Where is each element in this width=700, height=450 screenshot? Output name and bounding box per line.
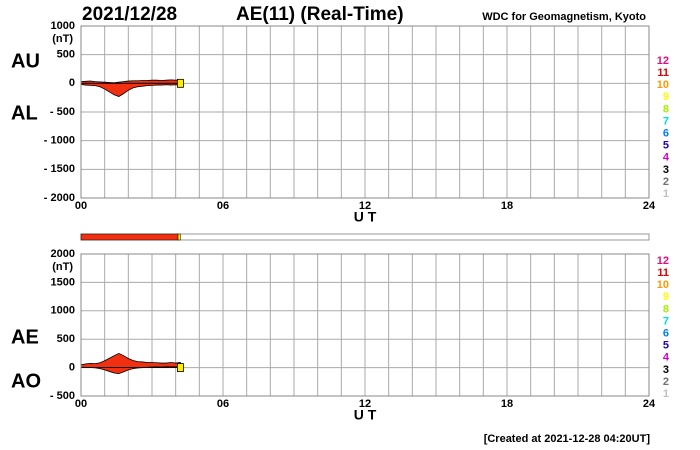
plot-frame [80,25,650,199]
series-label: AE [11,326,39,348]
scale-label: 1 [663,188,669,200]
x-tick-label: 24 [643,398,656,410]
y-tick-label: - 1500 [44,163,75,175]
y-tick-label: - 2000 [44,192,75,204]
scale-label: 8 [663,303,669,315]
x-tick-label: 12 [359,200,371,212]
scale-label: 3 [663,364,669,376]
scale-label: 4 [663,152,670,164]
scale-label: 9 [663,91,669,103]
scale-label: 12 [657,255,669,267]
latest-marker [176,78,184,88]
y-tick-label: 500 [57,49,75,61]
coverage-segment [177,233,181,241]
scale-label: 2 [663,176,669,188]
x-tick-label: 00 [75,200,87,212]
latest-marker [176,363,184,373]
x-tick-label: 00 [75,398,87,410]
y-tick-label: 500 [57,333,75,345]
y-tick-label: 1000 [51,305,75,317]
scale-label: 12 [657,55,669,67]
series-label: AO [11,370,41,392]
unit-label: (nT) [52,261,73,273]
x-tick-label: 18 [501,200,513,212]
y-tick-label: 0 [69,77,75,89]
x-tick-label: 06 [217,398,229,410]
scale-label: 6 [663,128,669,140]
scale-label: 10 [657,79,669,91]
area [80,79,181,84]
unit-label: (nT) [52,33,73,45]
series-label: AU [11,50,40,72]
scale-label: 1 [663,388,669,400]
y-tick-label: 0 [69,362,75,374]
scale-label: 5 [663,340,669,352]
y-tick-label: - 500 [50,106,75,118]
x-tick-label: 24 [643,200,656,212]
scale-label: 11 [657,67,669,79]
x-axis-label: U T [354,209,377,225]
x-axis-label: U T [354,407,377,423]
scale-label: 2 [663,376,669,388]
scale-label: 7 [663,115,669,127]
series-label: AL [11,102,38,124]
scale-label: 9 [663,291,669,303]
area [80,352,181,368]
x-tick-label: 18 [501,398,513,410]
scale-label: 4 [663,352,670,364]
scale-label: 6 [663,328,669,340]
footer: [Created at 2021-12-28 04:20UT] [484,433,651,445]
date: 2021/12/28 [82,4,177,25]
scale-label: 3 [663,164,669,176]
source: WDC for Geomagnetism, Kyoto [482,11,646,23]
scale-label: 8 [663,103,669,115]
y-tick-label: 2000 [51,248,75,260]
x-tick-label: 12 [359,398,371,410]
y-tick-label: - 500 [50,390,75,402]
scale-label: 11 [657,267,669,279]
title: AE(11) (Real-Time) [236,4,404,25]
y-tick-label: 1000 [51,20,75,32]
coverage-segment [80,233,179,241]
scale-label: 10 [657,279,669,291]
y-tick-label: - 1000 [44,135,75,147]
scale-label: 5 [663,140,669,152]
area [80,366,181,374]
scale-label: 7 [663,315,669,327]
x-tick-label: 06 [217,200,229,212]
y-tick-label: 1500 [51,276,75,288]
plot-frame [80,253,650,397]
area [80,82,181,97]
